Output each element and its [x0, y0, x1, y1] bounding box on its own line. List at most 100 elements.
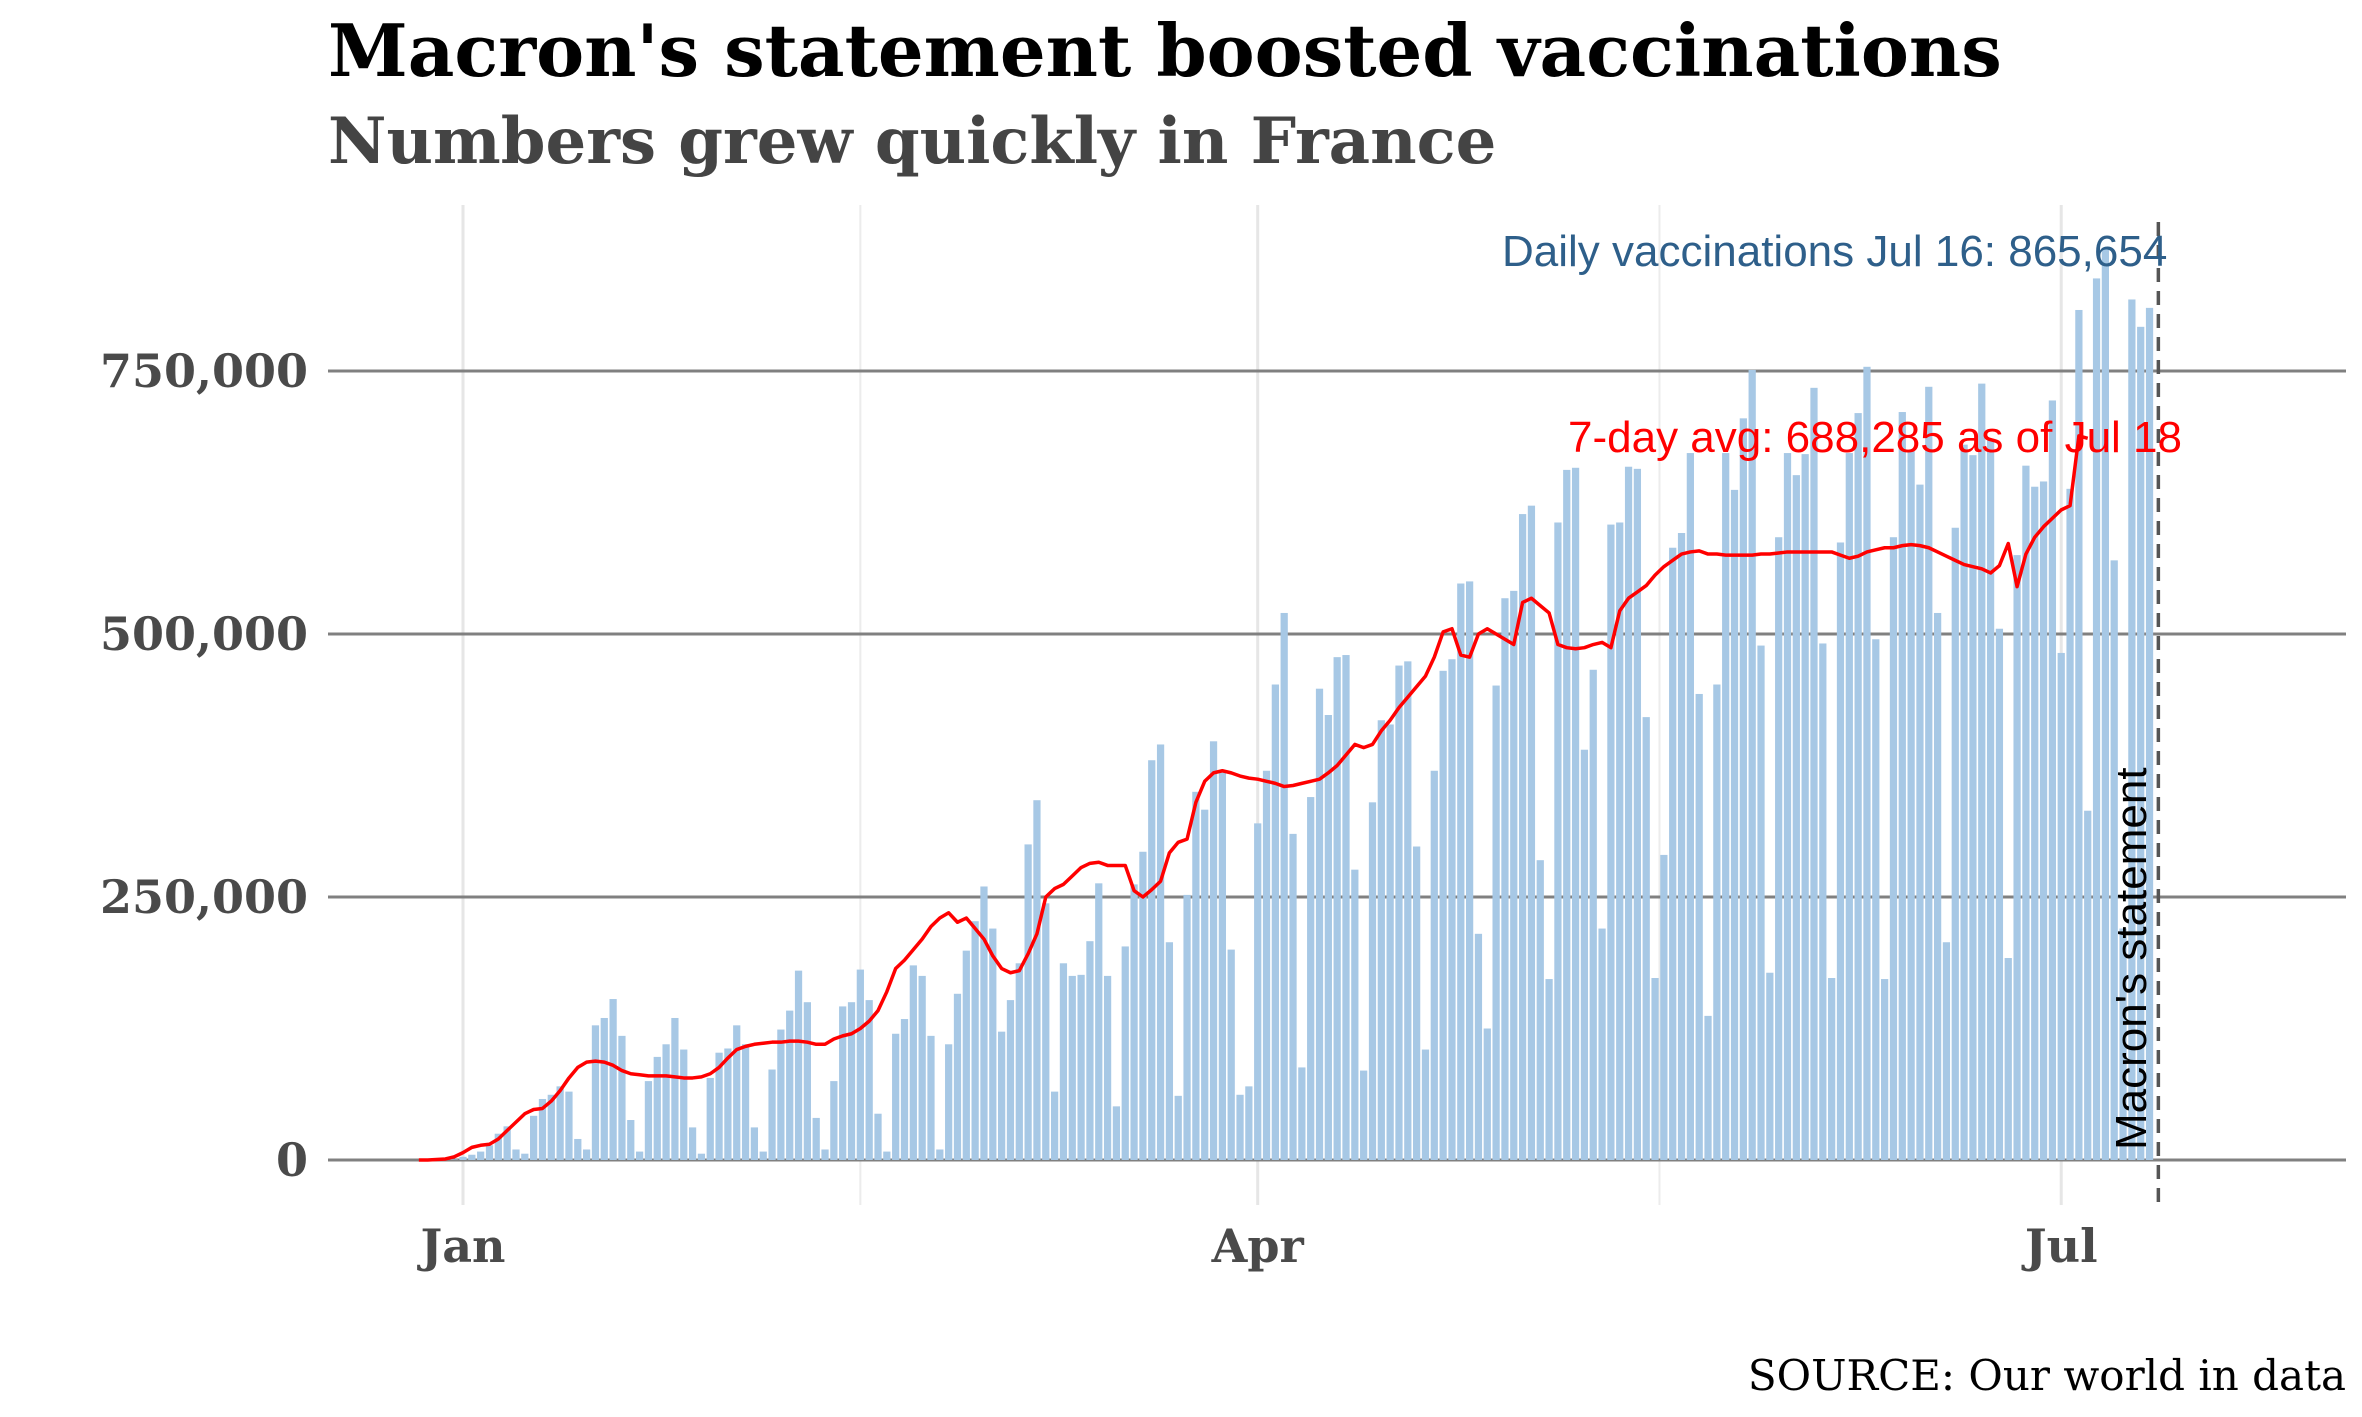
- seven-day-average: [418, 434, 2089, 1162]
- daily-bar: [1501, 598, 1509, 1160]
- daily-bar: [1819, 643, 1827, 1160]
- daily-bar: [1183, 894, 1191, 1160]
- daily-bar: [1395, 665, 1403, 1160]
- x-tick-label: Apr: [1211, 1219, 1305, 1273]
- daily-bar: [2145, 307, 2154, 1160]
- chart-title: Macron's statement boosted vaccinations: [328, 8, 2002, 93]
- y-tick-label: 500,000: [100, 607, 308, 661]
- daily-bar: [1227, 949, 1235, 1160]
- daily-bar: [468, 1154, 476, 1160]
- daily-bar: [1492, 685, 1500, 1160]
- daily-bar: [750, 1127, 759, 1160]
- daily-bar: [1033, 800, 1041, 1160]
- daily-bar: [1298, 1067, 1306, 1160]
- daily-bar: [1439, 670, 1447, 1160]
- daily-bar: [1042, 903, 1050, 1160]
- daily-bar: [591, 1025, 600, 1160]
- daily-bar: [583, 1149, 591, 1160]
- daily-bar: [1925, 386, 1933, 1160]
- daily-bar: [512, 1149, 520, 1160]
- daily-bar: [741, 1044, 750, 1160]
- daily-bar: [2066, 488, 2074, 1160]
- daily-bar: [962, 950, 970, 1160]
- daily-bar: [459, 1156, 467, 1160]
- daily-bar: [1686, 453, 1694, 1160]
- daily-bar: [2119, 928, 2127, 1160]
- daily-bar: [1413, 846, 1421, 1160]
- daily-bar: [909, 965, 917, 1160]
- daily-bar: [874, 1113, 882, 1160]
- y-tick-label: 750,000: [100, 344, 308, 398]
- daily-bar: [1633, 468, 1642, 1161]
- daily-bar: [1960, 444, 1968, 1160]
- daily-bar: [1554, 522, 1562, 1160]
- daily-bar: [1015, 963, 1023, 1160]
- daily-bar: [1360, 1070, 1368, 1160]
- daily-bar: [1245, 1086, 1253, 1160]
- daily-bar: [1050, 1091, 1059, 1160]
- daily-bar: [2128, 299, 2136, 1161]
- avg-line: [418, 434, 2089, 1162]
- daily-bar: [786, 1010, 794, 1160]
- daily-bar: [971, 921, 979, 1160]
- daily-bar: [2075, 309, 2083, 1161]
- daily-bar: [2039, 481, 2048, 1161]
- daily-bar: [1518, 514, 1527, 1160]
- daily-bar: [1103, 975, 1112, 1160]
- daily-bar: [450, 1159, 458, 1160]
- daily-bar: [865, 1000, 873, 1160]
- daily-bar: [547, 1094, 555, 1160]
- daily-bar: [1872, 639, 1880, 1160]
- daily-bar: [945, 1044, 953, 1160]
- daily-bar: [1563, 469, 1571, 1160]
- daily-bar: [1986, 440, 1995, 1160]
- daily-bar: [768, 1069, 776, 1160]
- daily-bar: [998, 1031, 1006, 1160]
- annotations: Daily vaccinations Jul 16: 865,654 7-day…: [1502, 227, 2182, 1150]
- daily-bar: [1828, 978, 1836, 1160]
- daily-bar: [1624, 466, 1633, 1161]
- daily-bar: [900, 1019, 909, 1160]
- daily-bar: [794, 970, 803, 1160]
- daily-bar: [1810, 387, 1818, 1161]
- daily-bar: [1995, 628, 2004, 1160]
- daily-bar: [538, 1098, 547, 1160]
- daily-bar: [1607, 524, 1615, 1160]
- macron-statement-label: Macron's statement: [2107, 767, 2156, 1150]
- y-tick-label: 250,000: [100, 870, 308, 924]
- daily-bar: [1704, 1015, 1712, 1160]
- daily-bar: [1457, 583, 1465, 1160]
- daily-bar: [856, 969, 864, 1160]
- daily-bar: [1121, 946, 1129, 1160]
- daily-bar: [1077, 974, 1085, 1160]
- daily-bar: [1342, 655, 1350, 1160]
- daily-bar: [1889, 537, 1898, 1160]
- daily-bar: [618, 1035, 626, 1160]
- daily-bar: [556, 1086, 564, 1160]
- daily-bar: [706, 1077, 714, 1160]
- daily-bar: [1068, 975, 1076, 1160]
- daily-bar: [1289, 833, 1297, 1160]
- daily-bar: [565, 1091, 573, 1160]
- daily-bar: [653, 1056, 661, 1160]
- daily-bar: [1324, 715, 1332, 1160]
- daily-bar: [1757, 645, 1765, 1160]
- daily-bar: [1801, 454, 1809, 1160]
- daily-bar: [821, 1149, 829, 1160]
- daily-bar: [494, 1133, 502, 1160]
- daily-bar: [2092, 278, 2101, 1160]
- daily-bar: [530, 1115, 538, 1160]
- daily-bar: [1730, 489, 1739, 1160]
- daily-bar: [644, 1081, 653, 1160]
- daily-bar: [688, 1127, 697, 1160]
- daily-bar: [1651, 978, 1659, 1160]
- daily-bar: [892, 1033, 900, 1160]
- daily-bar: [1571, 467, 1580, 1160]
- daily-bar: [1863, 366, 1871, 1160]
- daily-bar: [1916, 484, 1924, 1160]
- daily-bar: [1351, 869, 1359, 1160]
- daily-bar: [1580, 749, 1589, 1160]
- daily-bar: [989, 928, 997, 1160]
- daily-bar: [1386, 724, 1394, 1160]
